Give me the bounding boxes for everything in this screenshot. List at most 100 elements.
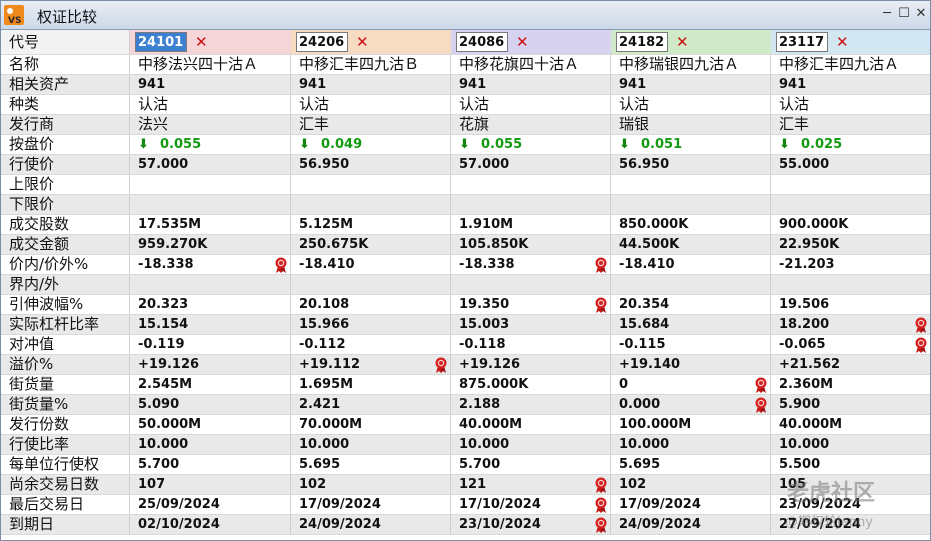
cell-value: 2.360M [779,377,834,392]
cell-value: 941 [299,77,327,92]
cell-value: -18.338 [138,257,194,272]
cell-value: 0 [619,377,629,392]
remove-column-icon[interactable]: ✕ [356,33,369,51]
cell-value: 941 [138,77,166,92]
table-cell: -0.112 [291,335,451,354]
cell-value: 19.350 [459,297,510,312]
award-ribbon-icon [755,377,767,393]
cell-value: +19.126 [138,357,200,372]
table-cell [771,195,930,214]
cell-value: 2.188 [459,397,501,412]
cell-value: 102 [299,477,327,492]
close-icon[interactable]: ✕ [915,6,927,21]
table-cell: 5.695 [611,455,771,474]
remove-column-icon[interactable]: ✕ [836,33,849,51]
table-cell: 55.000 [771,155,930,174]
cell-value: 24/09/2024 [299,517,381,532]
table-cell: 941 [771,75,930,94]
cell-value: 15.966 [299,317,350,332]
table-cell: 1.695M [291,375,451,394]
code-header-cell: ✕ [611,30,771,54]
table-cell: 56.950 [611,155,771,174]
table-cell: 56.950 [291,155,451,174]
cell-value: 02/10/2024 [138,517,220,532]
cell-value: 汇丰 [779,115,810,133]
cell-value: 认沽 [619,95,650,113]
cell-value: +19.126 [459,357,521,372]
table-row: 最后交易日 25/09/2024 17/09/2024 17/10/2024 17/09… [1,495,930,515]
maximize-icon[interactable]: ☐ [898,6,910,21]
table-cell: 2.188 [451,395,611,414]
cell-value: 105.850K [459,237,529,252]
cell-value: -18.338 [459,257,515,272]
code-header-cell: ✕ [130,30,291,54]
row-label: 成交金额 [1,235,130,254]
cell-value: 0.049 [321,137,363,152]
row-label: 溢价% [1,355,130,374]
table-cell: 23/09/2024 [771,495,930,514]
cell-value: 5.500 [779,457,821,472]
table-row: 发行商 法兴 汇丰 花旗 瑞银 汇丰 [1,115,930,135]
table-cell: 花旗 [451,115,611,134]
cell-value: 25/09/2024 [138,497,220,512]
table-cell: 中移法兴四十沽Ａ [130,55,291,74]
cell-value: +19.112 [299,357,361,372]
award-ribbon-icon [595,497,607,513]
table-row: 种类 认沽 认沽 认沽 认沽 认沽 [1,95,930,115]
app-icon[interactable]: VS [4,5,24,25]
cell-value: 0.000 [619,397,661,412]
table-cell: -18.338 [451,255,611,274]
remove-column-icon[interactable]: ✕ [195,33,208,51]
table-cell: +21.562 [771,355,930,374]
cell-value: 941 [779,77,807,92]
table-cell: 850.000K [611,215,771,234]
minimize-icon[interactable]: ─ [883,6,891,21]
warrant-code-input[interactable] [776,32,828,52]
cell-value: 70.000M [299,417,363,432]
table-cell: ⬇ 0.055 [130,135,291,154]
cell-value: 121 [459,477,487,492]
table-cell: 941 [611,75,771,94]
table-cell [611,275,771,294]
cell-value: 102 [619,477,647,492]
table-cell: 23/10/2024 [451,515,611,534]
remove-column-icon[interactable]: ✕ [676,33,689,51]
warrant-code-input[interactable] [296,32,348,52]
table-row: 发行份数 50.000M 70.000M 40.000M 100.000M 40.000M [1,415,930,435]
table-cell: -0.065 [771,335,930,354]
table-row: 按盘价 ⬇ 0.055 ⬇ 0.049 ⬇ 0.055 ⬇ 0.051 ⬇ 0.025 [1,135,930,155]
row-label: 发行份数 [1,415,130,434]
table-row: 到期日 02/10/2024 24/09/2024 23/10/2024 24/09/2… [1,515,930,535]
table-cell: 认沽 [291,95,451,114]
table-cell: 17/09/2024 [291,495,451,514]
table-cell: -18.410 [611,255,771,274]
cell-value: 1.695M [299,377,354,392]
cell-value: 5.090 [138,397,180,412]
cell-value: 1.910M [459,217,514,232]
cell-value: 875.000K [459,377,529,392]
cell-value: 50.000M [138,417,202,432]
cell-value: 瑞银 [619,115,650,133]
window-title: 权证比较 [37,8,98,26]
table-row: 成交股数 17.535M 5.125M 1.910M 850.000K 900.000K [1,215,930,235]
row-label: 价内/价外% [1,255,130,274]
row-label: 下限价 [1,195,130,214]
table-cell: -18.338 [130,255,291,274]
remove-column-icon[interactable]: ✕ [516,33,529,51]
table-cell: 0.000 [611,395,771,414]
row-label: 对冲值 [1,335,130,354]
warrant-code-input[interactable] [135,32,187,52]
table-cell: 10.000 [771,435,930,454]
cell-value: 23/09/2024 [779,497,861,512]
table-cell: 10.000 [451,435,611,454]
cell-value: +19.140 [619,357,681,372]
warrant-code-input[interactable] [616,32,668,52]
cell-value: 认沽 [779,95,810,113]
table-cell: 24/09/2024 [291,515,451,534]
row-label: 引伸波幅% [1,295,130,314]
table-cell: -18.410 [291,255,451,274]
warrant-code-input[interactable] [456,32,508,52]
table-cell: 900.000K [771,215,930,234]
table-cell: 认沽 [451,95,611,114]
